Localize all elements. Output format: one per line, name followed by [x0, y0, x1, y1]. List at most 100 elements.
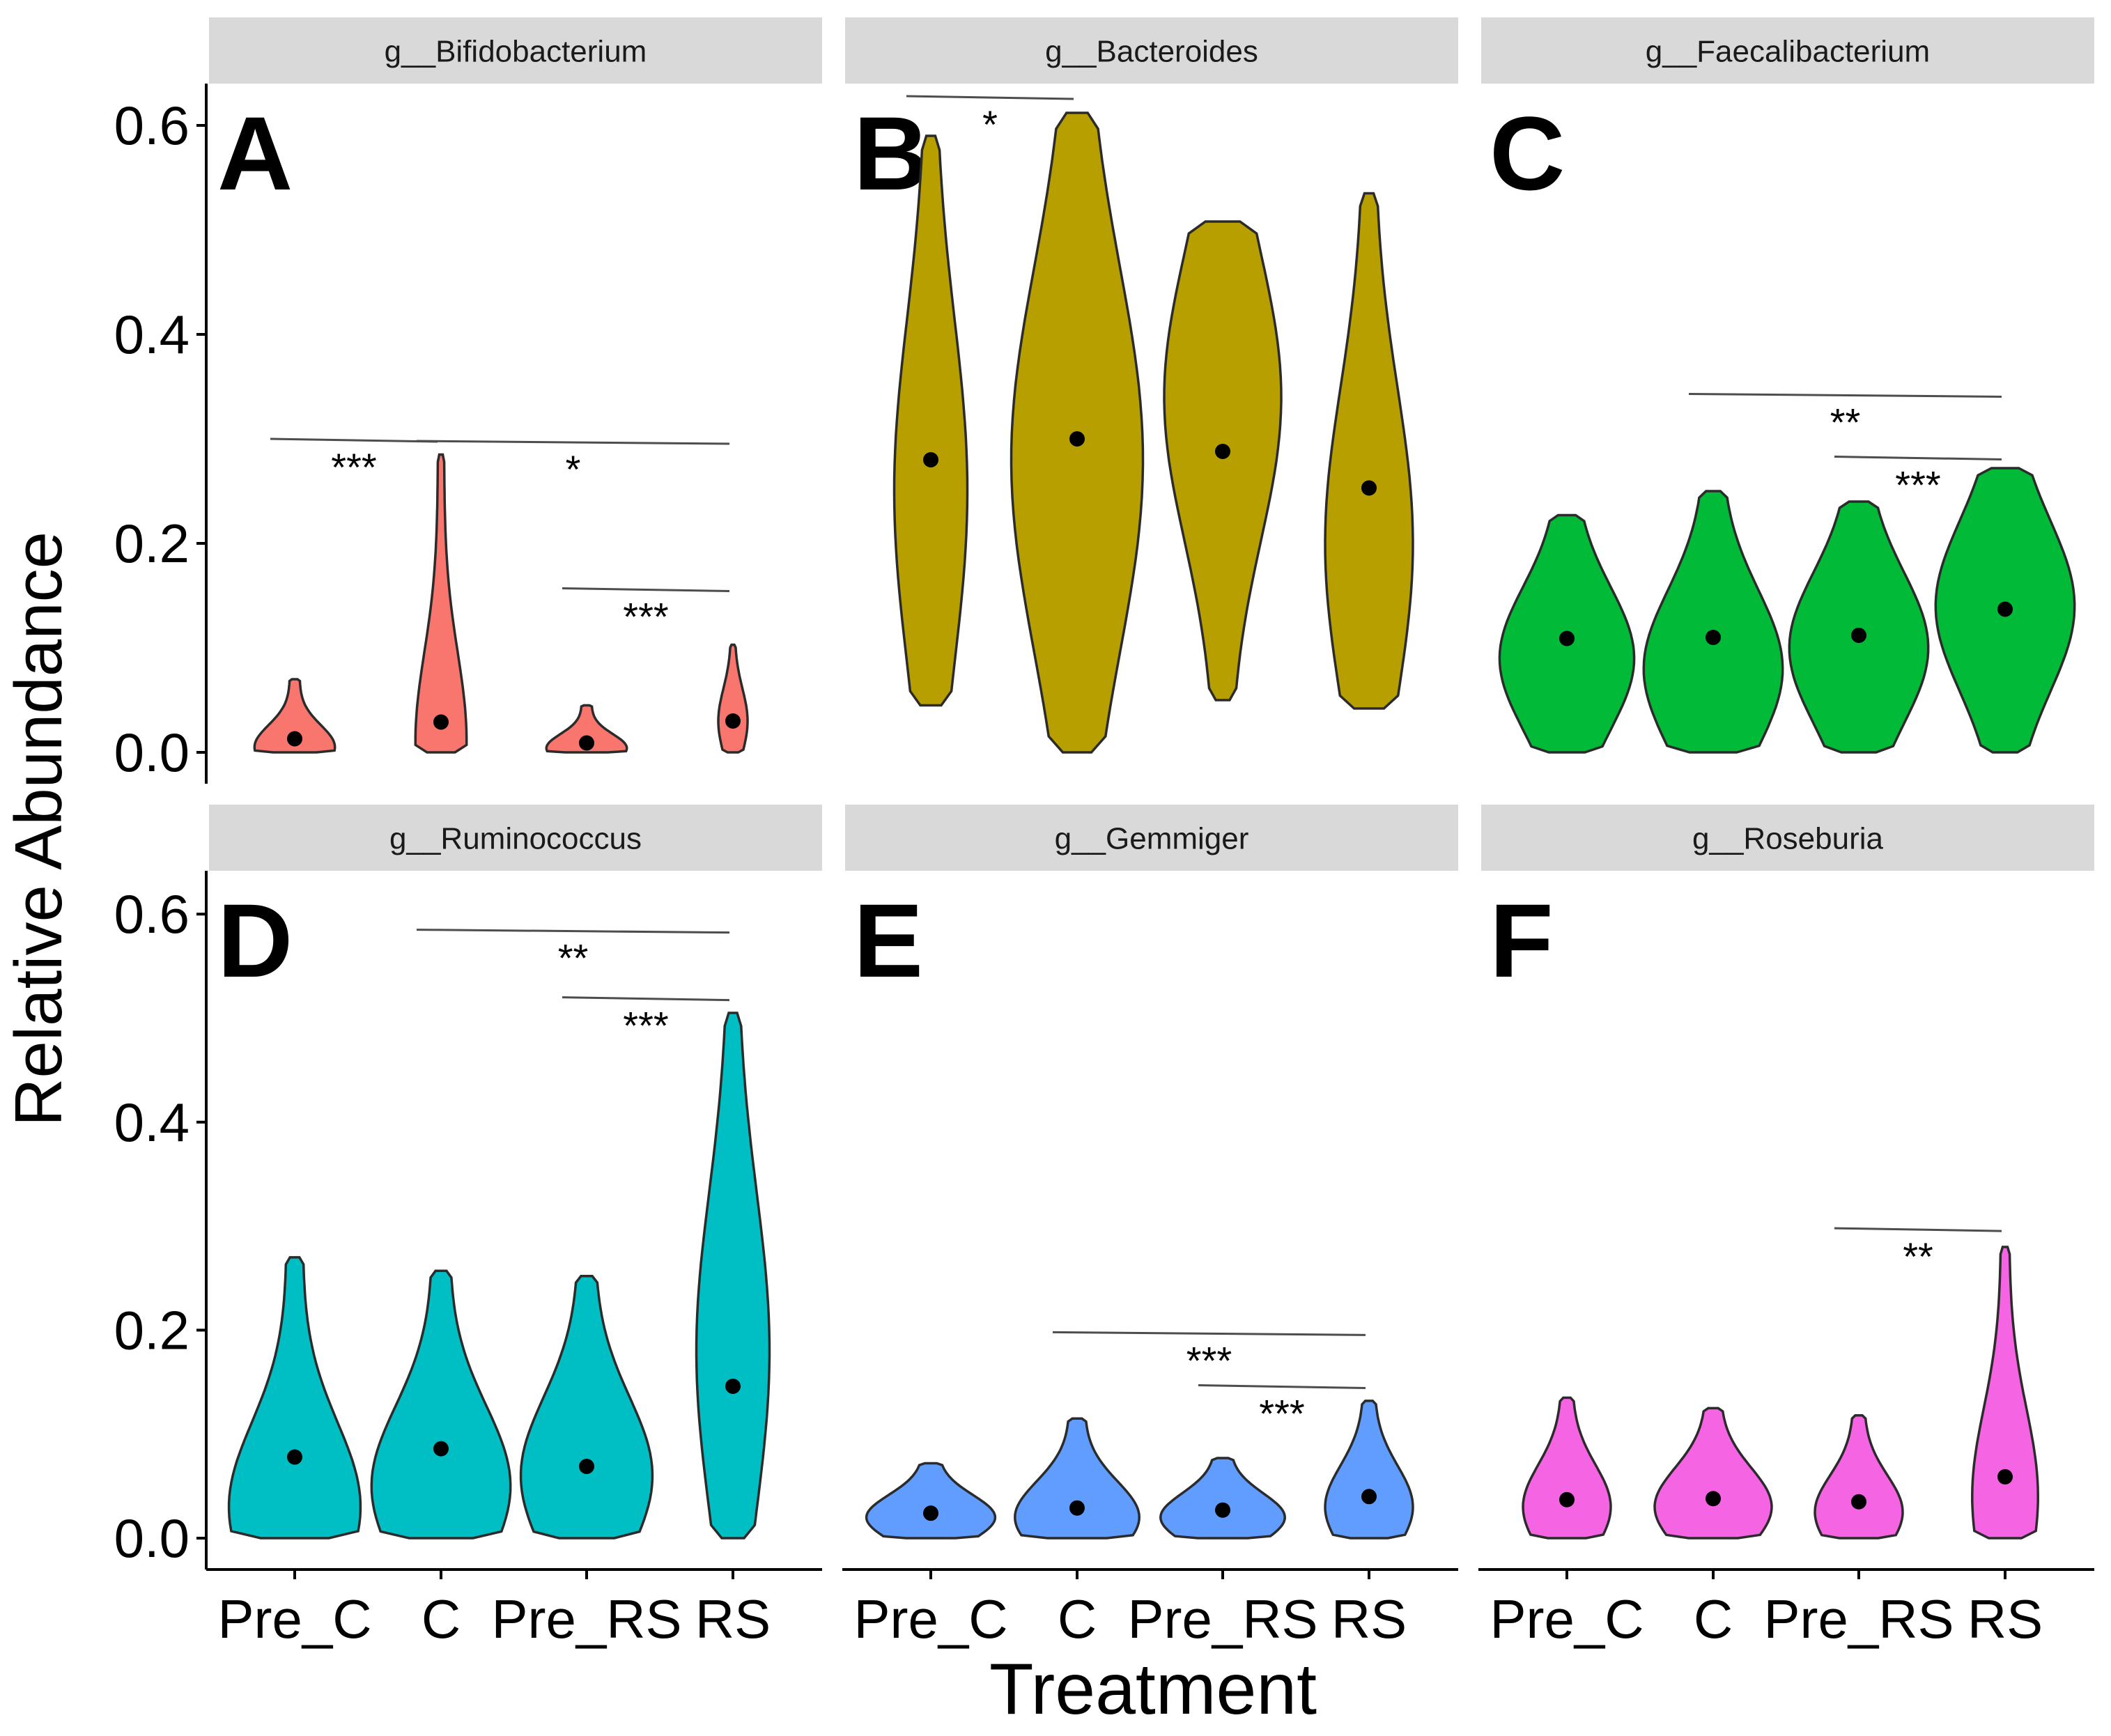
violin-pre-rs: [1163, 220, 1283, 702]
median-point: [1361, 1489, 1377, 1505]
median-point: [1361, 480, 1377, 496]
y-tick-label: 0.4: [114, 304, 190, 365]
median-point: [923, 452, 938, 467]
strip-header: [845, 17, 1458, 84]
x-tick-label: Pre_RS: [1763, 1588, 1954, 1650]
median-point: [1215, 444, 1230, 459]
x-axis-col-3: Pre_C C Pre_RS RS: [1478, 1568, 2094, 1650]
violin-c: [1642, 490, 1784, 754]
median-point: [287, 731, 302, 747]
significance-bracket: [562, 587, 730, 592]
x-tick-label: Pre_C: [853, 1588, 1007, 1650]
significance-label: **: [1903, 1234, 1933, 1278]
panel-letter-b: B: [853, 95, 929, 212]
y-tick-label: 0.2: [114, 1299, 190, 1361]
significance-bracket: [416, 929, 730, 934]
panel-b: g__Bacteroides B *: [845, 17, 1458, 754]
significance-label: ***: [331, 445, 376, 489]
significance-label: ***: [1186, 1338, 1232, 1382]
panel-letter-c: C: [1490, 95, 1565, 212]
panel-letter-e: E: [853, 882, 923, 999]
x-tick-label: C: [1058, 1588, 1097, 1650]
y-tick-label: 0.2: [114, 513, 190, 574]
median-point: [1215, 1502, 1230, 1518]
violin-rs: [1324, 192, 1414, 710]
violin-pre-rs: [1159, 1457, 1286, 1540]
significance-label: *: [982, 102, 998, 146]
median-point: [1706, 1491, 1721, 1507]
violin-c: [414, 453, 468, 754]
y-axis-row-2: 0.0 0.2 0.4 0.6: [114, 871, 208, 1570]
violin-pre-c: [227, 1256, 362, 1540]
significance-bracket: [906, 95, 1074, 100]
median-point: [1997, 601, 2013, 617]
median-point: [1706, 630, 1721, 645]
violin-pre-rs: [545, 704, 628, 754]
significance-label: **: [1830, 401, 1861, 444]
median-point: [1851, 628, 1866, 643]
strip-header: [1481, 805, 2094, 871]
x-tick-label: RS: [695, 1588, 771, 1650]
strip-label-f: g__Roseburia: [1692, 822, 1883, 856]
violin-pre-c: [892, 134, 969, 707]
x-axis-col-2: Pre_C C Pre_RS RS: [842, 1568, 1458, 1650]
y-tick-label: 0.0: [114, 722, 190, 783]
x-axis-col-1: Pre_C C Pre_RS RS: [206, 1568, 822, 1650]
x-tick-label: Pre_C: [1490, 1588, 1644, 1650]
panel-letter-d: D: [217, 882, 293, 999]
strip-header: [845, 805, 1458, 871]
median-point: [1851, 1494, 1866, 1510]
significance-bracket: [1052, 1331, 1366, 1336]
median-point: [725, 713, 741, 729]
significance-bracket: [416, 440, 730, 445]
violin-c: [1653, 1406, 1773, 1540]
strip-header: [209, 17, 822, 84]
significance-bracket: [1834, 456, 2002, 460]
x-tick-label: Pre_C: [217, 1588, 371, 1650]
significance-bracket: [270, 437, 438, 443]
significance-label: **: [558, 936, 589, 980]
x-tick-label: RS: [1967, 1588, 2043, 1650]
violin-pre-c: [1522, 1396, 1612, 1540]
x-axis-title: Treatment: [989, 1649, 1317, 1730]
y-axis-row-1: 0.0 0.2 0.4 0.6: [114, 84, 208, 784]
significance-bracket: [562, 996, 730, 1002]
violin-rs: [695, 1012, 771, 1540]
strip-header: [1481, 17, 2094, 84]
panel-e: g__Gemmiger E *** ***: [845, 805, 1458, 1540]
significance-label: *: [566, 447, 581, 491]
x-tick-label: Pre_RS: [491, 1588, 681, 1650]
significance-label: ***: [1895, 463, 1940, 507]
y-tick-label: 0.6: [114, 95, 190, 156]
significance-bracket: [1198, 1384, 1366, 1390]
x-tick-label: Pre_RS: [1127, 1588, 1317, 1650]
strip-label-a: g__Bifidobacterium: [385, 35, 647, 69]
y-tick-label: 0.0: [114, 1508, 190, 1569]
panel-letter-f: F: [1490, 882, 1554, 999]
significance-label: ***: [1259, 1392, 1304, 1436]
x-tick-label: C: [1694, 1588, 1733, 1650]
panel-letter-a: A: [217, 95, 293, 212]
significance-label: ***: [623, 1004, 668, 1048]
violin-pre-rs: [519, 1275, 654, 1540]
median-point: [1069, 431, 1085, 447]
violin-c: [370, 1269, 512, 1540]
strip-label-d: g__Ruminococcus: [389, 822, 642, 856]
y-tick-label: 0.4: [114, 1092, 190, 1153]
violin-rs: [717, 643, 749, 754]
median-point: [1997, 1468, 2013, 1485]
strip-label-c: g__Faecalibacterium: [1646, 35, 1930, 69]
median-point: [1559, 1491, 1575, 1508]
significance-label: ***: [623, 595, 668, 639]
median-point: [433, 1441, 449, 1457]
violin-pre-c: [865, 1462, 997, 1540]
significance-bracket: [1834, 1227, 2002, 1232]
median-point: [1559, 630, 1575, 646]
y-tick-label: 0.6: [114, 883, 190, 945]
median-point: [433, 714, 449, 730]
strip-header: [209, 805, 822, 871]
